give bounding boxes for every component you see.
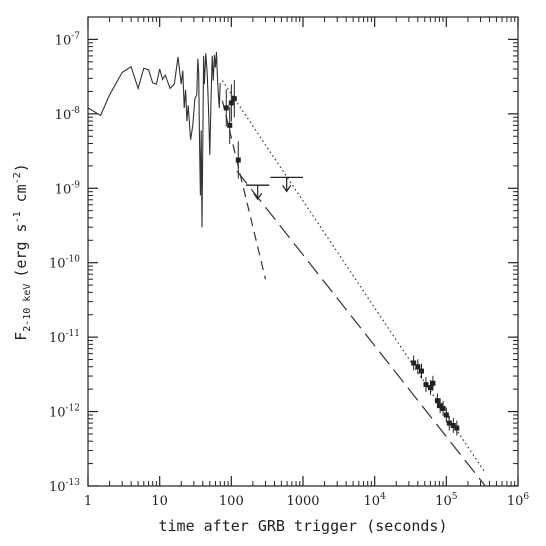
x-tick-label: 1 — [84, 494, 92, 509]
series-line-solid — [87, 51, 221, 228]
upper-limit-arrowhead — [282, 185, 292, 193]
x-tick-label: 106 — [507, 492, 530, 509]
data-point — [411, 360, 417, 366]
series-lines — [87, 51, 486, 487]
data-points — [223, 80, 460, 436]
data-point — [227, 122, 233, 128]
y-tick-label: 10-10 — [49, 255, 80, 272]
data-point — [228, 100, 234, 106]
data-point — [434, 398, 440, 404]
y-axis-title-units-end: ) — [12, 163, 30, 172]
upper-limit-arrowhead — [253, 192, 263, 201]
y-tick-label: 10-9 — [55, 180, 81, 197]
y-axis-title: F2-10 keV (erg s-1 cm-2) — [12, 163, 33, 341]
data-point — [446, 420, 452, 426]
x-axis-title: time after GRB trigger (seconds) — [159, 517, 448, 535]
x-tick-label: 10 — [151, 494, 168, 509]
y-tick-label: 10-13 — [49, 478, 80, 495]
y-axis-title-sup2: -2 — [12, 172, 23, 184]
y-tick-label: 10-11 — [49, 329, 80, 346]
data-point — [437, 403, 443, 409]
y-axis-title-sub: 2-10 keV — [22, 284, 33, 332]
x-axis: 1 10 100 1000 104 105 106 — [84, 17, 530, 509]
data-point — [223, 105, 229, 111]
data-point — [235, 157, 241, 163]
plot-frame — [87, 16, 519, 487]
y-axis: 10-7 10-8 10-9 10-10 10-11 10-12 10-13 — [49, 16, 518, 495]
data-point — [427, 385, 433, 391]
data-point — [418, 368, 424, 374]
data-point — [454, 425, 460, 431]
y-axis-title-sup1: -1 — [12, 211, 23, 223]
data-point — [423, 382, 429, 388]
upper-limits — [245, 176, 303, 201]
data-point — [450, 422, 456, 428]
y-axis-title-main: F — [12, 332, 30, 341]
x-tick-label: 105 — [435, 492, 458, 509]
series-line-long-dashed — [236, 170, 486, 487]
x-tick-label: 1000 — [286, 494, 319, 509]
y-tick-label: 10-12 — [49, 404, 80, 421]
data-point — [231, 96, 237, 102]
data-point — [415, 364, 421, 370]
x-tick-label: 104 — [364, 492, 387, 509]
x-tick-label: 100 — [219, 494, 244, 509]
y-axis-title-units-mid: cm — [12, 184, 30, 211]
data-point — [440, 405, 446, 411]
data-point — [430, 380, 436, 386]
y-axis-title-units: (erg s — [12, 223, 30, 277]
y-tick-label: 10-8 — [55, 106, 81, 123]
data-point — [443, 412, 449, 418]
y-tick-label: 10-7 — [55, 31, 81, 48]
